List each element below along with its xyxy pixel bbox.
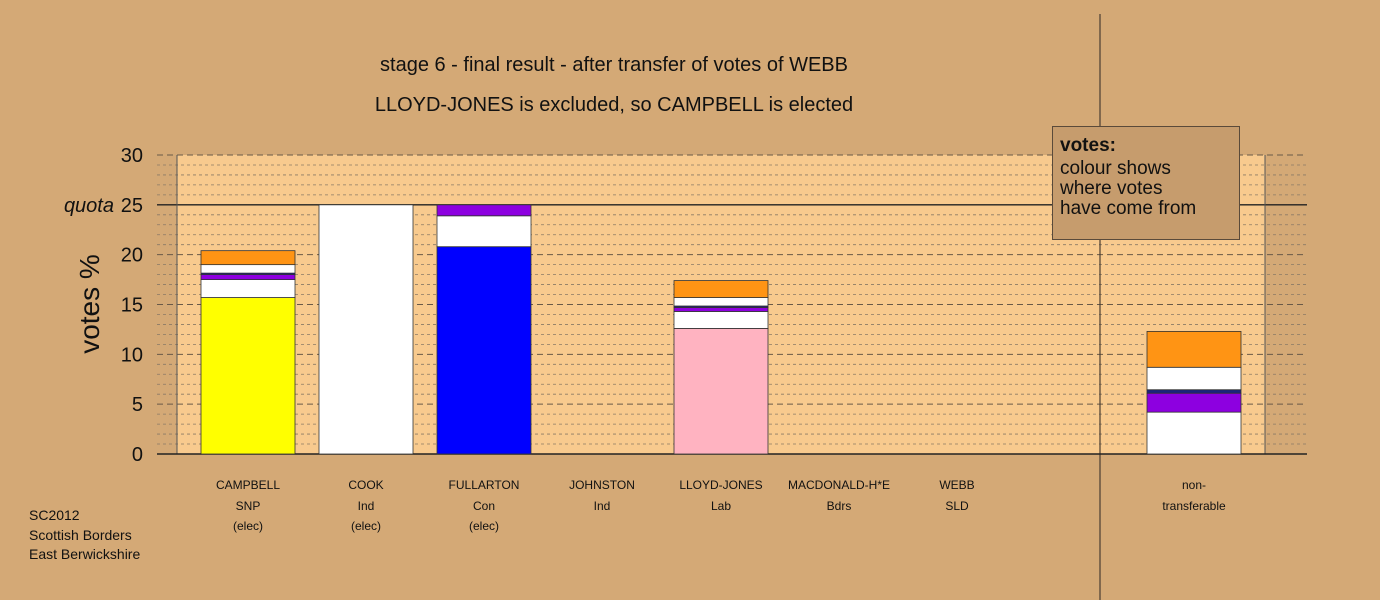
bar-segment [200,264,296,274]
bar-segment [1146,331,1242,368]
candidate-label-line: FULLARTON [448,478,520,492]
legend-title: votes: [1060,135,1116,156]
candidate-label-line: transferable [1162,498,1226,513]
y-tick-label: 15 [121,295,143,317]
bar-segment [200,250,296,266]
candidate-label-line: JOHNSTON [569,478,635,492]
y-tick-label: 25 [121,195,143,217]
candidate-label-line: CAMPBELL [215,478,281,492]
legend-line: have come from [1060,198,1197,219]
candidate-label-line: Con [472,498,495,513]
candidate-label: JOHNSTON Ind [537,475,667,516]
bar-segment [673,328,769,455]
bar-segment [673,307,769,312]
footer-line: East Berwickshire [29,546,141,562]
y-axis-label: votes % [74,254,105,354]
candidate-label: non-transferable [1129,475,1259,516]
candidate-label-line: WEBB [939,478,975,492]
y-tick-label: 10 [121,344,143,366]
bar-segment [673,280,769,298]
bar-segment [200,297,296,455]
bar-segment [436,246,532,455]
candidate-label: WEBB SLD [892,475,1022,516]
legend-line: where votes [1060,178,1163,199]
bar-segment [1146,411,1242,455]
bar-segment [1146,392,1242,413]
candidate-label-line: (elec) [232,519,263,533]
footer-line: SC2012 [29,507,80,523]
bar-segment [200,279,296,298]
bar-segment [673,311,769,329]
footer-text: SC2012 Scottish Borders East Berwickshir… [29,506,140,565]
y-tick-label: 5 [132,394,143,416]
candidate-label-line: SLD [945,498,969,513]
candidate-label: COOK Ind (elec) [301,475,431,537]
candidate-label: MACDONALD-H*E Bdrs [774,475,904,516]
candidate-label-line: LLOYD-JONES [679,478,763,492]
bar-segment [200,274,296,280]
y-tick-label: 20 [121,245,143,267]
candidate-label-line: Lab [710,498,732,513]
candidate-label-line: (elec) [468,519,499,533]
candidate-label-line: non- [1181,478,1207,492]
bar-segment [436,204,532,217]
chart-title: stage 6 - final result - after transfer … [380,54,848,76]
bar-segment [1146,389,1242,394]
bar-segment [673,297,769,307]
y-tick-label: 30 [121,145,143,167]
bar-segment [436,215,532,248]
candidate-label: LLOYD-JONES Lab [656,475,786,516]
candidate-label: FULLARTON Con (elec) [419,475,549,537]
candidate-label-line: Ind [593,498,611,513]
legend-line: colour shows [1060,158,1171,179]
y-tick-label: 0 [132,444,143,466]
footer-line: Scottish Borders [29,526,132,543]
candidate-label-line: Ind [357,498,375,513]
candidate-label-line: COOK [348,478,384,492]
candidate-label-line: Bdrs [826,498,852,513]
bar-segment [318,204,414,455]
legend-box: votes: colour shows where votes have com… [1052,126,1240,240]
chart-subtitle: LLOYD-JONES is excluded, so CAMPBELL is … [374,94,854,116]
bar-segment [1146,366,1242,391]
candidate-label-line: MACDONALD-H*E [787,478,890,492]
quota-label: quota [64,195,114,217]
candidate-label-line: (elec) [350,519,381,533]
candidate-label-line: SNP [235,498,261,513]
candidate-label: CAMPBELL SNP (elec) [183,475,313,537]
